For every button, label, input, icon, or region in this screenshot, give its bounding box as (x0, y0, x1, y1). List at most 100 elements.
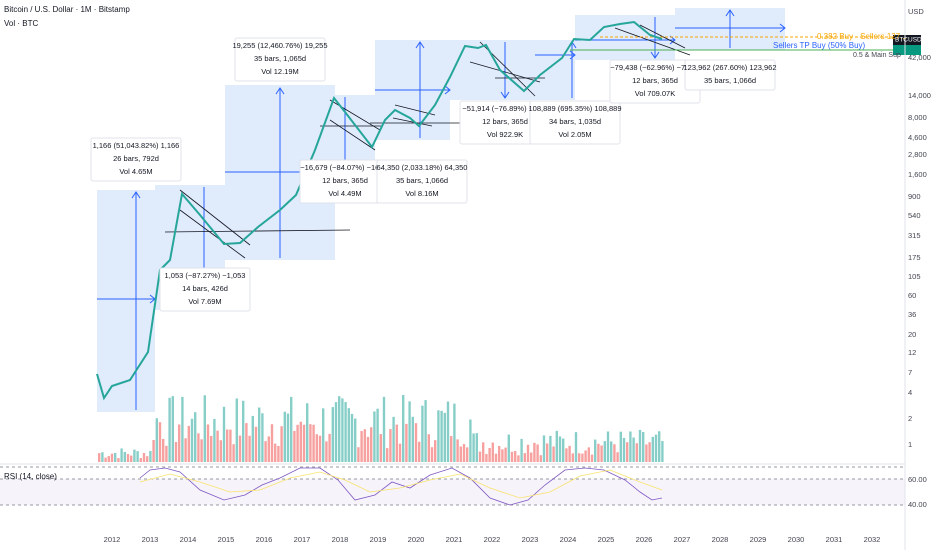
ticker-label: BTCUSD (895, 37, 922, 44)
price-label: 20 (908, 330, 916, 339)
volume-bar (194, 412, 197, 462)
volume-bar (338, 396, 341, 462)
rsi-line (139, 467, 663, 506)
volume-bar (645, 444, 648, 462)
volume-bar (626, 442, 629, 462)
measure-label: 35 bars, 1,066d (704, 76, 756, 85)
volume-bar (638, 429, 642, 462)
volume-bar (133, 449, 136, 462)
volume-bar (546, 443, 549, 462)
measure-label-box (376, 159, 468, 204)
volume-bar (613, 444, 616, 462)
volume-bar (603, 441, 606, 462)
volume-bar (350, 413, 354, 462)
volume-bar (622, 437, 626, 462)
year-label: 2023 (522, 535, 539, 544)
volume-bar (590, 454, 594, 462)
ticker-badge (893, 35, 921, 45)
volume-bar (552, 446, 555, 462)
measure-label: 35 bars, 1,066d (396, 176, 448, 185)
volume-bar (171, 396, 174, 462)
volume-bar (219, 440, 222, 462)
year-label: 2016 (256, 535, 273, 544)
volume-bar (651, 436, 654, 462)
volume-bar (290, 396, 293, 462)
volume-bar (235, 398, 238, 462)
measure-label: −16,679 (−84.07%) −16,67 (300, 163, 389, 172)
measure-label-box (159, 267, 251, 312)
volume-bar (382, 396, 386, 462)
volume-bar (299, 421, 302, 462)
volume-bar (395, 424, 398, 462)
measure-label: 1,166 (51,043.82%) 1,166 (93, 141, 180, 150)
volume-bar (523, 453, 526, 462)
volume-bar (152, 439, 155, 462)
year-label: 2026 (636, 535, 653, 544)
volume-bar (280, 426, 283, 462)
volume-bar (398, 443, 402, 462)
volume-bar (430, 447, 434, 462)
measure-label: 12 bars, 365d (632, 76, 678, 85)
volume-bar (504, 447, 507, 462)
volume-bar (434, 440, 437, 462)
price-label: 900 (908, 192, 921, 201)
price-label: 14,000 (908, 91, 931, 100)
volume-bar (197, 433, 200, 462)
measure-label: 64,350 (2,033.18%) 64,350 (377, 163, 468, 172)
year-label: 2029 (750, 535, 767, 544)
volume-bar (450, 436, 453, 462)
volume-bar (325, 441, 328, 462)
rsi-ma (139, 469, 663, 499)
volume-bar (533, 442, 536, 462)
price-label: 175 (908, 253, 921, 262)
volume-bar (562, 438, 565, 462)
fib-label: 0.382 Buy - Sellers 127... (817, 32, 907, 41)
price-label: 1,600 (908, 170, 927, 179)
volume-bar (405, 423, 408, 462)
volume-bar (315, 434, 318, 462)
volume-bar (539, 455, 542, 462)
volume-bar (347, 408, 350, 462)
year-label: 2021 (446, 535, 463, 544)
volume-bar (581, 453, 584, 462)
volume-bar (597, 443, 600, 462)
volume-bar (261, 413, 264, 462)
volume-bar (101, 452, 104, 462)
price-label: 540 (908, 211, 921, 220)
volume-bar (216, 430, 219, 462)
volume-bar (229, 429, 232, 462)
volume-bar (376, 408, 379, 462)
measure-label: Vol 2.05M (558, 130, 591, 139)
volume-bar (642, 432, 645, 462)
volume-bar (427, 434, 430, 462)
year-label: 2031 (826, 535, 843, 544)
volume-bar (424, 400, 427, 462)
volume-bar (571, 453, 574, 462)
year-label: 2027 (674, 535, 691, 544)
volume-bar (373, 411, 376, 462)
volume-bar (472, 433, 475, 462)
volume-bar (606, 431, 610, 462)
measure-label: Vol 12.19M (261, 67, 299, 76)
volume-bar (123, 451, 126, 462)
volume-bar (354, 418, 357, 462)
volume-title: Vol · BTC (4, 19, 38, 28)
volume-bar (478, 451, 482, 462)
volume-bar (184, 438, 187, 462)
volume-bar (213, 418, 216, 462)
currency: USD (908, 7, 924, 16)
measure-label: 14 bars, 426d (182, 284, 228, 293)
volume-bar (277, 445, 280, 462)
price-label: 36 (908, 310, 916, 319)
volume-bar (594, 439, 597, 462)
price-label: 2 (908, 414, 912, 423)
volume-bar (334, 402, 338, 462)
volume-bar (181, 396, 184, 462)
year-label: 2030 (788, 535, 805, 544)
rsi-band (0, 479, 905, 505)
volume-bar (392, 416, 395, 462)
volume-bar (437, 410, 440, 462)
volume-bar (402, 395, 405, 462)
price-label: 4,600 (908, 133, 927, 142)
volume-bar (149, 450, 152, 462)
